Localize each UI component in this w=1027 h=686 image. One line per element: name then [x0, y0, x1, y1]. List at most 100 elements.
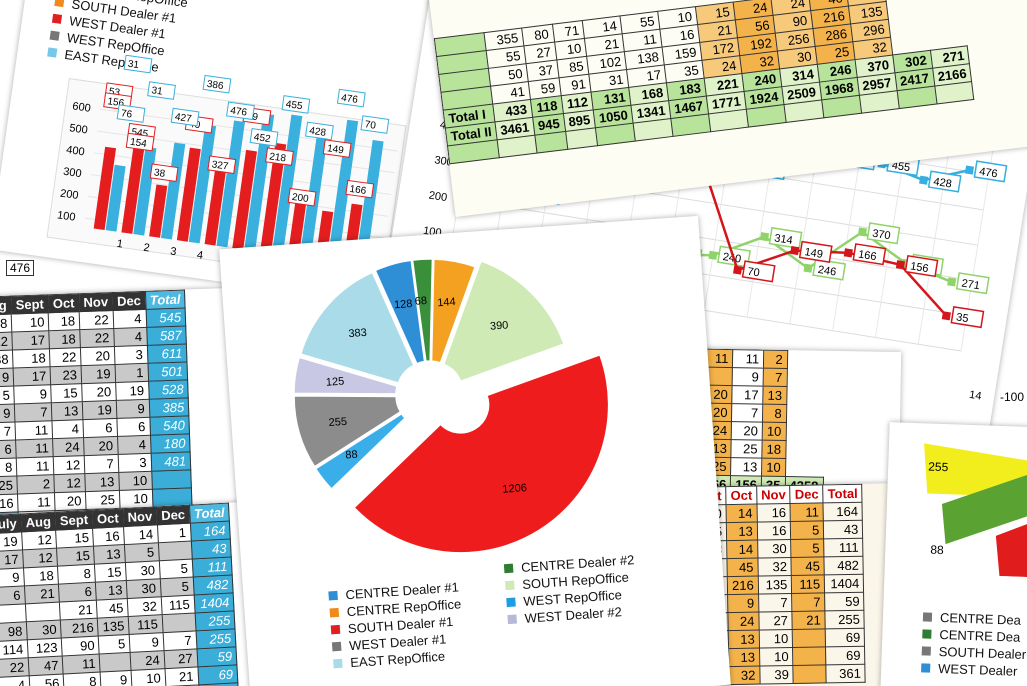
- pie-slice: [353, 353, 610, 554]
- bar3d-red-label: 149: [326, 143, 344, 156]
- left-table2-cell: 111: [191, 556, 233, 578]
- line-blue-marker: [919, 175, 929, 185]
- bar3d-blue-bar: [216, 120, 245, 248]
- left-table2-header: Aug: [20, 512, 56, 532]
- left-table-cell: 4: [52, 419, 84, 439]
- line-blue-label: 428: [933, 176, 953, 191]
- left-table-cell: 22: [79, 328, 115, 348]
- bottom-right-table-cell: 5: [790, 520, 824, 540]
- bar3d-red-bar: [232, 149, 257, 250]
- pie-legend-swatch: [505, 580, 515, 591]
- bar3d-xtick: 1: [116, 238, 124, 251]
- left-table-cell: 6: [0, 439, 17, 460]
- left-table2-cell: 5: [124, 542, 160, 563]
- bottom-right-table-header: Nov: [756, 485, 791, 505]
- left-table-cell: 13: [84, 472, 120, 492]
- bottom-right-table-cell: 9: [727, 594, 759, 613]
- bottom-right-table-cell: 7: [758, 593, 793, 613]
- bar3d-blue-bar: [133, 146, 157, 236]
- far-right-legend-item: WEST Dealer: [921, 659, 1026, 680]
- line-green-label-box: [866, 222, 901, 245]
- bottom-right-table-cell: 111: [823, 538, 864, 557]
- table-cell: [896, 86, 937, 109]
- left-table-cell: 17: [13, 366, 52, 387]
- left-table-cell: 2: [17, 474, 55, 494]
- bottom-right-table-cell: 5: [791, 538, 825, 558]
- bottom-right-table-cell: [792, 646, 827, 666]
- bar3d-ytick: 500: [69, 122, 89, 136]
- table-cell: [565, 127, 598, 150]
- left-table-header: Sept: [10, 294, 49, 315]
- line-red-label-box: [904, 254, 939, 278]
- left-table-cell: 6: [116, 417, 151, 437]
- left-table2-cell: 12: [21, 530, 57, 550]
- left-table2-cell: 4: [0, 675, 31, 686]
- line-red-marker: [843, 248, 853, 258]
- left-table2-cell: 8: [57, 564, 96, 585]
- bar3d-xtick: 4: [196, 249, 204, 262]
- bottom-right-table-cell: 32: [728, 666, 761, 685]
- pie-slice-label: 125: [326, 376, 345, 389]
- bottom-right-table-cell: 39: [759, 665, 794, 685]
- line-green-label: 271: [961, 278, 981, 293]
- left-table2-cell: 19: [0, 531, 23, 552]
- left-table2-header: Oct: [92, 508, 124, 529]
- left-table-cell: 10: [119, 489, 153, 509]
- left-table-cell: 13: [51, 401, 84, 421]
- table-cell: [859, 90, 899, 114]
- left-table2-cell: 216: [60, 618, 99, 639]
- left-table-cell: 587: [146, 325, 187, 346]
- far-right-label-255: 255: [928, 459, 949, 474]
- bar3d-blue-label-box: [226, 101, 255, 121]
- bar3d-red-bar: [260, 142, 287, 254]
- bar3d-blue-label: 476: [340, 93, 358, 106]
- left-table2-header: July: [0, 513, 22, 534]
- left-table-cell: 19: [82, 400, 117, 420]
- left-table2-cell: 7: [162, 630, 197, 651]
- pie-legend-col2: CENTRE Dealer #2 SOUTH RepOffice WEST RepO…: [503, 551, 639, 628]
- bottom-right-table-cell: 16: [756, 503, 791, 523]
- table-cell: [708, 109, 749, 132]
- table-cell: [595, 123, 636, 146]
- bar3d-blue-label: 76: [120, 108, 133, 121]
- left-table-cell: 9: [115, 399, 150, 419]
- left-table2-cell: 59: [196, 646, 238, 667]
- bottom-right-table-cell: 59: [824, 592, 865, 611]
- mid-right-table-cell: 13: [762, 386, 787, 405]
- mid-right-table-cell: 2: [763, 350, 788, 369]
- line-green-label-box: [812, 258, 847, 281]
- bottom-right-table-header: Total: [822, 484, 863, 503]
- pie-slice: [442, 259, 565, 383]
- left-table2-cell: 16: [93, 526, 125, 547]
- far-right-legend-swatch: [921, 663, 931, 673]
- table-cell: [534, 131, 568, 154]
- pie-legend-swatch: [329, 607, 340, 618]
- table-cell: [670, 113, 711, 137]
- bottom-right-table-cell: 135: [758, 575, 792, 595]
- bar3d-red-label-box: [345, 179, 375, 199]
- left-table2-cell: 15: [94, 562, 127, 583]
- left-table-cell: 11: [17, 492, 56, 512]
- pie-slice-label: 144: [437, 296, 456, 309]
- left-table2-cell: 1404: [193, 592, 235, 613]
- left-table2-cell: 15: [56, 546, 95, 567]
- bar3d-blue-label-box: [116, 104, 146, 123]
- left-table-cell: 22: [0, 332, 13, 352]
- left-table2-cell: 69: [197, 664, 239, 685]
- left-table-cell: 4: [113, 327, 147, 347]
- mid-right-table-cell: 25: [731, 439, 763, 459]
- bottom-right-table-cell: 14: [726, 540, 758, 559]
- mid-right-table-cell: 9: [732, 367, 764, 387]
- left-table-header: Dec: [112, 291, 146, 311]
- left-table2-cell: 21: [59, 600, 98, 621]
- pie-slice-label: 383: [348, 327, 367, 340]
- left-table2-cell: 21: [164, 666, 199, 686]
- bar3d-red-label: 154: [129, 137, 147, 150]
- pie-slice: [314, 412, 407, 491]
- left-table-cell: 9: [0, 404, 16, 424]
- bar3d-blue-label-box: [249, 127, 279, 147]
- table-cell: [633, 118, 674, 141]
- line-green-label: 370: [871, 228, 891, 243]
- mid-right-table-cell: 20: [731, 421, 763, 441]
- bar3d-blue-label: 452: [253, 132, 271, 145]
